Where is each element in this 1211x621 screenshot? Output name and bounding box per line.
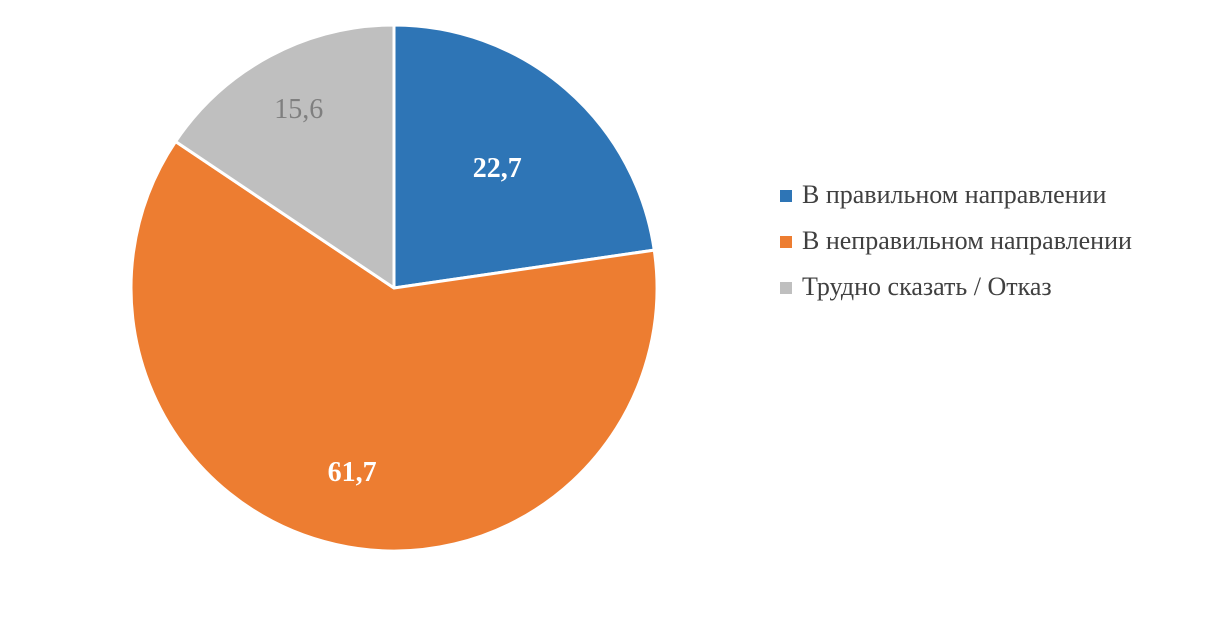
legend-swatch-hard-to-say <box>780 282 792 294</box>
data-label-wrong-direction: 61,7 <box>328 457 377 488</box>
pie-slice-hard-to-say <box>174 23 396 290</box>
legend-item-wrong-direction: В неправильном направлении <box>780 224 1180 258</box>
legend-label-wrong-direction: В неправильном направлении <box>802 226 1132 255</box>
data-label-hard-to-say: 15,6 <box>274 94 323 125</box>
legend-label-hard-to-say: Трудно сказать / Отказ <box>802 272 1052 301</box>
legend-label-correct-direction: В правильном направлении <box>802 180 1107 209</box>
pie-slice-correct-direction <box>392 23 656 290</box>
pie-slice-wrong-direction <box>129 140 659 553</box>
legend-item-hard-to-say: Трудно сказать / Отказ <box>780 270 1180 304</box>
legend-swatch-correct-direction <box>780 190 792 202</box>
pie-slices <box>129 23 659 553</box>
pie-data-labels: 22,7 61,7 15,6 <box>274 94 522 488</box>
legend-item-correct-direction: В правильном направлении <box>780 178 1180 212</box>
legend: В правильном направлении В неправильном … <box>780 178 1180 304</box>
data-label-correct-direction: 22,7 <box>473 153 522 184</box>
legend-swatch-wrong-direction <box>780 236 792 248</box>
